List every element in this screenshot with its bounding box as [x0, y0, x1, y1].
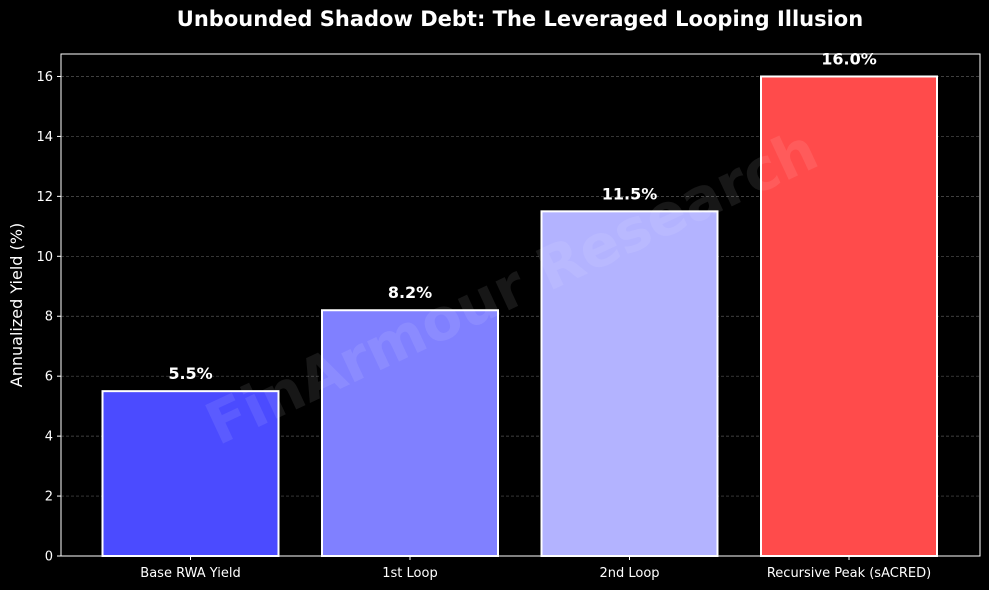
y-tick-label: 2 — [45, 490, 53, 505]
y-tick-label: 14 — [36, 130, 53, 145]
bar-2 — [321, 309, 499, 557]
plot-frame — [60, 53, 981, 557]
y-tick-label: 10 — [36, 250, 53, 265]
x-tick-label: 1st Loop — [382, 566, 437, 581]
bar-value-label: 5.5% — [168, 364, 212, 383]
y-tick-label: 8 — [45, 310, 53, 325]
chart-title: Unbounded Shadow Debt: The Leveraged Loo… — [177, 7, 863, 31]
x-tick-label: Recursive Peak (sACRED) — [767, 566, 931, 581]
y-tick-label: 4 — [45, 430, 53, 445]
x-tick-label: 2nd Loop — [599, 566, 659, 581]
bar-value-label: 8.2% — [388, 283, 432, 302]
y-tick-label: 16 — [36, 70, 53, 85]
bar-value-label: 11.5% — [602, 184, 658, 203]
y-axis-label: Annualized Yield (%) — [7, 223, 26, 387]
x-tick-label: Base RWA Yield — [140, 566, 240, 581]
bar-value-label: 16.0% — [821, 49, 877, 68]
bar-1 — [101, 390, 280, 557]
bar-3 — [540, 210, 719, 557]
y-tick-label: 0 — [45, 550, 53, 565]
x-axis-ticks: Base RWA Yield 1st Loop 2nd Loop Recursive … — [140, 556, 931, 581]
y-tick-label: 6 — [45, 370, 53, 385]
y-tick-label: 12 — [36, 190, 53, 205]
y-axis-ticks: 0 2 4 6 8 10 12 14 16 — [36, 70, 61, 565]
